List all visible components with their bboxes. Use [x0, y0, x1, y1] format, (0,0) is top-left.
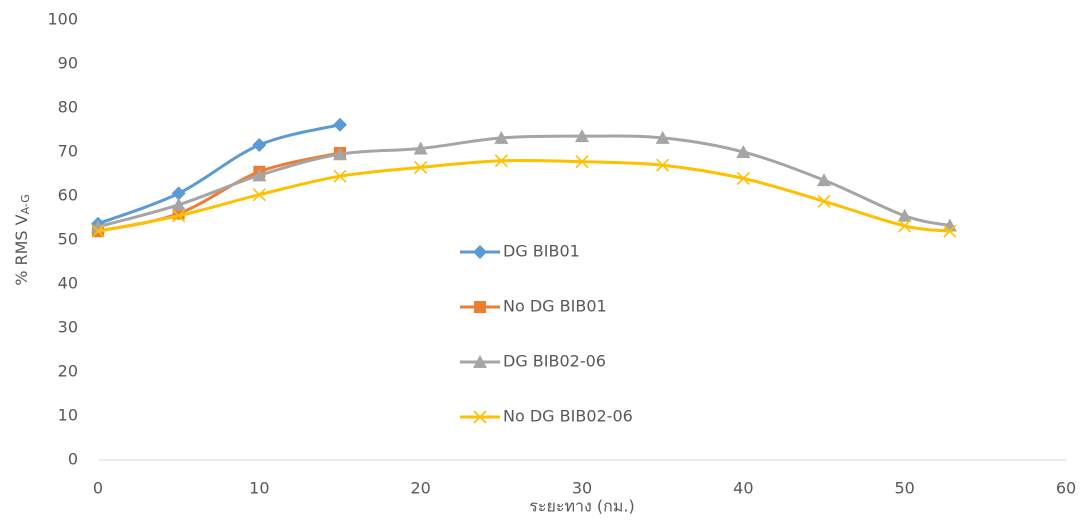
- x-tick-label: 40: [733, 479, 753, 498]
- x-tick-label: 50: [894, 479, 914, 498]
- marker: [413, 141, 428, 155]
- y-axis-label: % RMS VA-G: [12, 194, 33, 286]
- y-tick-label: 60: [58, 186, 78, 205]
- legend-label: DG BIB01: [503, 242, 580, 261]
- marker: [656, 158, 670, 172]
- marker: [943, 224, 957, 238]
- legend-item: No DG BIB01: [460, 297, 607, 316]
- y-tick-label: 100: [47, 10, 78, 29]
- marker: [474, 301, 486, 313]
- x-tick-label: 60: [1056, 479, 1076, 498]
- marker: [494, 130, 509, 144]
- marker: [736, 145, 751, 158]
- marker: [171, 197, 186, 211]
- marker: [575, 155, 589, 169]
- y-tick-label: 70: [58, 142, 78, 161]
- legend-label: No DG BIB01: [503, 297, 607, 316]
- y-tick-label: 90: [58, 54, 78, 73]
- marker: [172, 209, 186, 223]
- series-line: [97, 151, 341, 233]
- marker: [333, 169, 347, 183]
- marker: [333, 117, 347, 132]
- legend-item: DG BIB02-06: [460, 352, 606, 371]
- x-axis-label: ระยะทาง (กม.): [529, 497, 634, 516]
- series-line: [97, 123, 341, 226]
- x-tick-label: 10: [249, 479, 269, 498]
- legend-item: No DG BIB02-06: [460, 407, 633, 426]
- marker: [473, 245, 487, 259]
- legend-item: DG BIB01: [460, 242, 580, 261]
- x-tick-label: 0: [93, 479, 103, 498]
- y-tick-label: 20: [58, 362, 78, 381]
- marker: [171, 186, 186, 201]
- marker: [333, 147, 347, 161]
- marker: [655, 130, 670, 144]
- x-tick-label: 30: [572, 479, 592, 498]
- marker: [817, 194, 831, 208]
- y-tick-label: 30: [58, 318, 78, 337]
- marker: [473, 355, 487, 368]
- marker: [897, 208, 912, 222]
- marker: [898, 219, 912, 233]
- marker: [414, 160, 428, 174]
- y-tick-label: 0: [68, 450, 78, 469]
- y-tick-label: 80: [58, 98, 78, 117]
- legend: DG BIB01 No DG BIB01 DG BIB02-06 No DG BIB0…: [460, 242, 633, 426]
- y-label-main: % RMS V: [12, 214, 31, 285]
- series-line: [97, 158, 951, 233]
- marker: [473, 410, 487, 424]
- y-label-sub: A-G: [19, 194, 32, 214]
- marker: [575, 129, 589, 143]
- marker: [494, 154, 508, 168]
- legend-label: DG BIB02-06: [503, 352, 606, 371]
- legend-label: No DG BIB02-06: [503, 407, 633, 426]
- y-tick-label: 50: [58, 230, 78, 249]
- marker: [91, 224, 105, 238]
- marker: [252, 168, 267, 182]
- x-tick-label: 20: [410, 479, 430, 498]
- marker: [736, 171, 750, 185]
- y-tick-label: 40: [58, 274, 78, 293]
- y-tick-label: 10: [58, 406, 78, 425]
- marker: [252, 188, 266, 202]
- marker: [252, 137, 267, 152]
- marker: [817, 173, 831, 187]
